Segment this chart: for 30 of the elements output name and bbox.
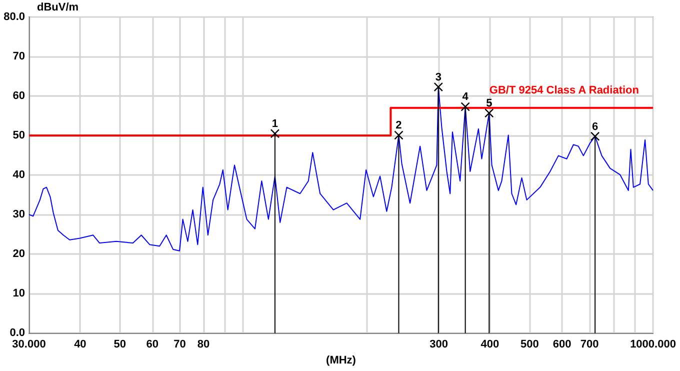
x-tick-label: 50 xyxy=(114,338,126,351)
y-tick-label: 50 xyxy=(12,130,25,142)
y-tick-label: 80.0 xyxy=(4,11,25,23)
x-tick-label: 40 xyxy=(74,338,86,351)
annotation: 3 xyxy=(435,71,442,84)
x-tick-label: 80 xyxy=(197,338,210,351)
x-tick-label: 400 xyxy=(480,338,500,351)
y-tick-label: 10 xyxy=(12,288,25,300)
y-tick-label: 30 xyxy=(12,208,25,221)
y-tick-label: 20 xyxy=(12,248,25,260)
x-tick-label: 70 xyxy=(174,338,186,351)
x-axis-title: (MHz) xyxy=(326,354,356,366)
x-tick-label: 600 xyxy=(552,338,572,351)
y-tick-label: 40 xyxy=(12,169,25,182)
y-tick-label: 60 xyxy=(12,90,25,102)
annotation: 6 xyxy=(592,120,598,133)
x-tick-label: 500 xyxy=(520,338,539,351)
series-label: GB/T 9254 Class A Radiation xyxy=(489,84,640,96)
annotation: 4 xyxy=(462,91,470,104)
x-tick-label: 60 xyxy=(146,338,158,351)
y-tick-label: 0.0 xyxy=(10,327,25,340)
annotation: 5 xyxy=(486,98,492,110)
annotation: 2 xyxy=(396,120,402,132)
y-axis-title: dBuV/m xyxy=(37,2,79,14)
x-tick-label: 30.000 xyxy=(12,338,46,351)
x-tick-label: 1000.000 xyxy=(630,338,676,351)
annotation: 1 xyxy=(272,118,278,130)
x-tick-label: 300 xyxy=(430,338,448,351)
x-tick-label: 700 xyxy=(580,338,599,351)
y-tick-label: 70 xyxy=(12,50,25,63)
